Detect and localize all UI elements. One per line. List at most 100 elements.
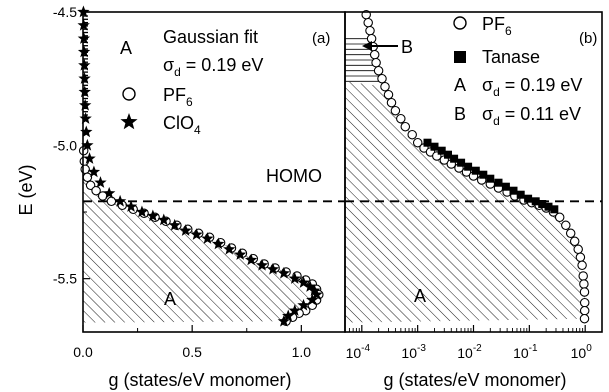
pf6-point-b [371, 57, 381, 68]
clo4-point [77, 45, 91, 58]
clo4-point [157, 213, 170, 226]
panel-b-points [361, 9, 590, 324]
y-axis-label: E (eV) [16, 164, 36, 215]
shaded-region-a [83, 145, 319, 323]
clo4-point [223, 242, 236, 255]
x-tick-label-b: 10-1 [513, 343, 538, 361]
pf6-point-a [82, 172, 93, 183]
legend-a-marker-a: A [120, 38, 132, 58]
tanase-point [444, 150, 452, 159]
pf6-point-b [363, 17, 373, 28]
x-axis-label-a: g (states/eV monomer) [108, 370, 291, 390]
clo4-point [168, 218, 181, 231]
panel-b: 10-4 10-3 10-2 10-1 100 (b) B PF6 Tanase A σ… [344, 9, 603, 390]
legend-a-clo4: ClO4 [163, 113, 201, 137]
y-tick-label: -4.5 [53, 4, 77, 20]
clo4-point [146, 209, 160, 222]
pf6-point-b [383, 89, 394, 100]
x-axis-label-b: g (states/eV monomer) [383, 370, 566, 390]
clo4-point [212, 237, 225, 250]
clo4-point [234, 248, 247, 260]
clo4-point [306, 293, 319, 306]
x-tick-label-a: 1.0 [292, 344, 312, 360]
tanase-point [437, 146, 446, 155]
pf6-point-b [579, 279, 589, 289]
clo4-point [103, 186, 116, 199]
x-tick-label-b: 10-3 [401, 343, 426, 361]
tanase-point [471, 166, 480, 175]
clo4-point [190, 228, 203, 240]
homo-label: HOMO [266, 166, 322, 186]
panel-a: 0.0 0.5 1.0 -4.5 -5.0 -5.5 (a) A Gaussian fit… [16, 4, 346, 390]
x-tick-label-b: 100 [571, 343, 593, 361]
arrow-b-label: B [401, 37, 413, 57]
pf6-point-b [561, 220, 571, 231]
pf6-point-b [407, 129, 417, 140]
tanase-point [450, 154, 459, 163]
pf6-point-b [412, 137, 423, 148]
pf6-point-b [575, 252, 586, 263]
clo4-point [277, 266, 291, 279]
pf6-point-b [365, 25, 375, 36]
clo4-point [297, 276, 310, 288]
tanase-point [494, 178, 503, 187]
panel-b-label: (b) [579, 30, 597, 47]
tanase-point [531, 197, 540, 206]
clo4-point [282, 309, 295, 322]
pf6-point-b [400, 121, 411, 132]
legend-a-pf6: PF6 [163, 85, 193, 109]
clo4-point [288, 272, 301, 284]
clo4-point [124, 200, 138, 212]
clo4-point [94, 176, 107, 188]
legend-a-pf6-marker [122, 87, 136, 101]
tanase-point [544, 202, 553, 211]
clo4-point [87, 165, 101, 178]
pf6-point-b [579, 305, 590, 316]
legend-b-pf6-marker [453, 16, 467, 30]
pf6-point-b [386, 97, 397, 108]
tanase-point [479, 170, 488, 179]
tanase-point [423, 138, 432, 147]
x-tick-label-b: 10-4 [346, 343, 371, 361]
clo4-point [310, 288, 323, 300]
panel-a-ticks: 0.0 0.5 1.0 -4.5 -5.0 -5.5 [53, 4, 311, 360]
clo4-point [201, 232, 214, 244]
clo4-point [81, 138, 94, 151]
x-tick-label-b: 10-2 [457, 343, 482, 361]
clo4-point [77, 32, 91, 44]
pf6-point-b [380, 81, 390, 92]
pf6-point-a [106, 196, 117, 207]
x-tick-label-a: 0.0 [73, 344, 93, 360]
pf6-point-b [573, 244, 583, 255]
legend-a-clo4-marker [120, 113, 138, 130]
clo4-point [255, 258, 269, 271]
pf6-point-b [396, 113, 406, 124]
clo4-point [179, 224, 192, 236]
legend-b-a-marker: A [454, 75, 466, 95]
tanase-point [486, 174, 495, 183]
pf6-point-b [565, 228, 576, 239]
pf6-point-b [390, 105, 401, 116]
clo4-point [80, 125, 93, 138]
tanase-point [516, 190, 525, 199]
tanase-point [524, 194, 533, 203]
tanase-point [430, 142, 439, 151]
pf6-point-b [579, 297, 590, 308]
tanase-point [509, 186, 518, 195]
x-tick-label-a: 0.5 [182, 344, 202, 360]
legend-b-tanase: Tanase [482, 47, 540, 67]
pf6-point-b [377, 73, 387, 84]
legend-a-gaussian-fit: Gaussian fit [163, 27, 258, 47]
clo4-point [297, 298, 310, 311]
y-tick-label: -5.0 [53, 137, 77, 153]
tanase-point [464, 162, 473, 171]
clo4-point [277, 314, 291, 327]
pf6-point-b [569, 236, 580, 247]
clo4-point [303, 280, 317, 292]
pf6-point-a [91, 185, 101, 196]
panel-a-points [77, 5, 324, 327]
pf6-point-b [369, 49, 380, 60]
clo4-point [78, 58, 91, 71]
legend-b-b-sigma: σd = 0.11 eV [482, 104, 581, 128]
